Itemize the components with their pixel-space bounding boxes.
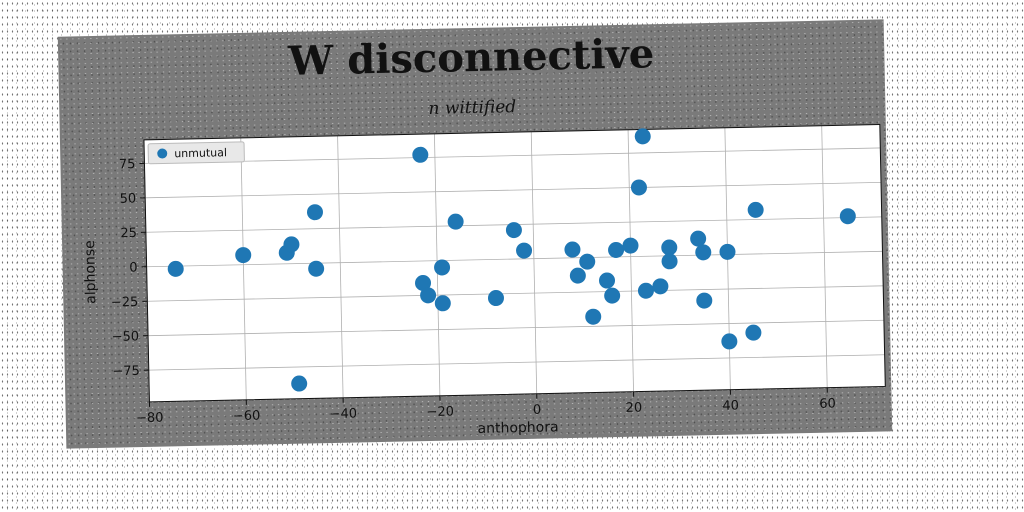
data-point [661,253,678,270]
y-gridline [145,182,882,199]
x-tick-label: −40 [330,407,358,423]
y-tick-label: 25 [120,226,137,241]
data-point [434,295,451,312]
y-gridline [148,354,885,371]
data-point [569,267,586,284]
data-point [487,290,504,307]
x-tick-label: 60 [819,396,836,411]
x-axis-title: anthophora [477,419,558,437]
y-tick-label: 75 [119,157,136,172]
legend-label: unmutual [174,146,227,160]
legend-marker [157,148,168,159]
x-gridline [240,137,247,400]
data-point [630,179,647,196]
x-gridline [337,135,344,398]
data-point [608,242,625,259]
scatter-plot: −80 −60 −40 −20 0 20 40 60 −75 −50 −25 0 25 50 75 antho… [82,123,886,437]
y-gridline [148,319,884,337]
data-point [235,247,252,264]
data-point [745,324,762,341]
data-point [505,222,522,239]
data-point [604,287,621,304]
data-point [585,308,602,325]
x-tick-label: −20 [426,404,454,420]
figure-card: W disconnective n wittified −80 −60 −40 −20… [57,19,893,449]
data-point [516,242,533,259]
y-tick-label: −25 [111,295,139,311]
x-gridline [530,131,538,394]
data-point [839,208,856,225]
data-point [420,287,437,304]
data-point [599,272,616,289]
data-point [721,333,738,350]
data-point [661,239,678,256]
data-point [434,259,451,276]
data-point [634,128,651,145]
data-point [283,236,300,253]
x-tick-label: 20 [625,401,642,416]
data-point [564,241,581,258]
plot-frame [143,123,886,403]
y-tick-label: −75 [112,364,140,380]
data-point [415,275,432,292]
x-tick-label: 40 [722,399,739,414]
data-point [579,253,596,270]
data-point [719,243,736,260]
data-point [291,375,308,392]
data-point [167,260,184,277]
y-tick-label: −50 [111,329,139,345]
data-point [622,237,639,254]
y-tick-label: 0 [129,260,138,275]
x-tick-label: −80 [136,411,164,427]
x-tick-label: −60 [233,409,261,425]
y-axis-title: alphonse [82,240,99,304]
data-point [637,282,654,299]
data-point [308,260,325,277]
x-gridline [627,129,634,392]
data-point [447,213,464,230]
data-point [696,292,713,309]
data-point [652,278,669,295]
data-point [695,244,712,261]
data-point [412,146,429,163]
data-point [747,201,764,218]
legend-box [147,141,245,165]
data-point [306,204,323,221]
y-gridline [146,250,883,268]
y-gridline [144,147,881,164]
x-gridline [821,125,828,388]
y-tick-label: 50 [119,192,136,207]
data-point [690,230,707,247]
y-gridline [147,285,884,302]
plot-area [143,124,886,402]
x-tick-label: 0 [533,403,542,418]
